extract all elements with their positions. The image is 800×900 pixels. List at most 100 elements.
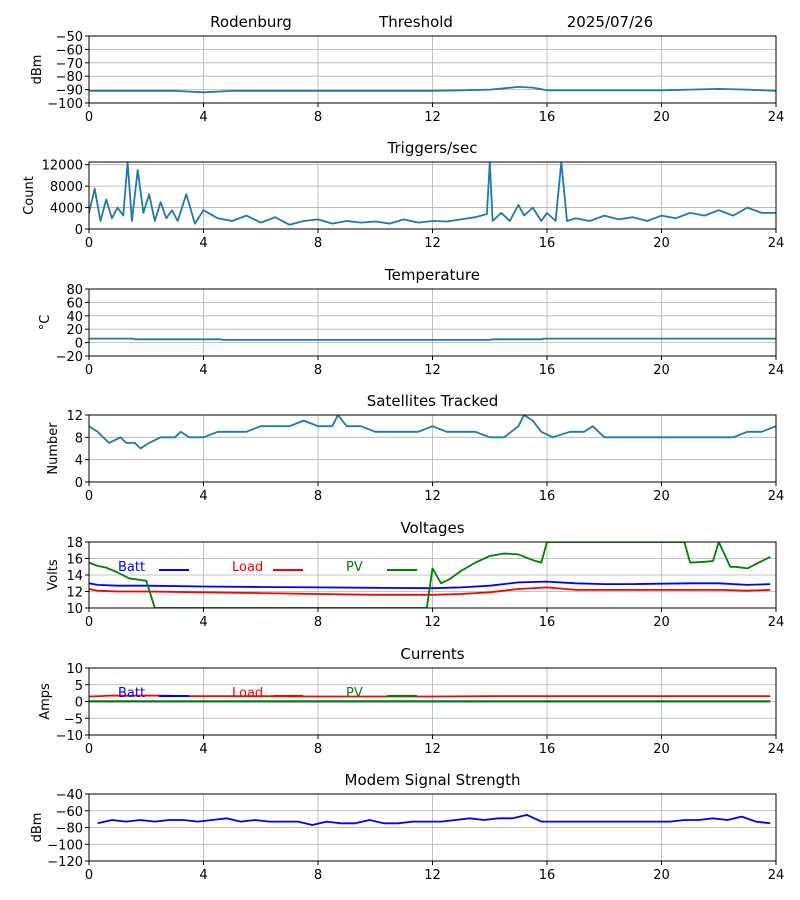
series-line-4-2 xyxy=(89,542,771,608)
x-tick-label-1-4: 16 xyxy=(539,236,556,251)
x-tick-label-3-6: 24 xyxy=(768,489,785,504)
y-tick-label-0-5: −50 xyxy=(56,30,83,45)
x-tick-label-6-6: 24 xyxy=(768,868,785,883)
legend-label-5-0: Batt xyxy=(118,686,145,701)
chart-panel-1: 0 4 8 12 16 20 24 0 4000 8000 12000 Triggers/sec Cou… xyxy=(22,139,784,251)
panel-title-3: Satellites Tracked xyxy=(367,392,498,410)
panel-title-6: Modem Signal Strength xyxy=(345,771,521,789)
panel-title-2: Temperature xyxy=(384,266,480,284)
y-tick-label-3-3: 12 xyxy=(66,409,83,424)
x-tick-label-6-3: 12 xyxy=(424,868,441,883)
y-axis-label-3: Number xyxy=(46,422,61,475)
chart-panel-3: 0 4 8 12 16 20 24 0 4 8 12 Satellites Tracked Number xyxy=(46,392,784,504)
y-axis-label-4: Volts xyxy=(46,559,61,591)
y-tick-label-0-1: −90 xyxy=(56,84,83,99)
series-line-6-0 xyxy=(97,814,771,826)
y-tick-label-5-2: 0 xyxy=(75,696,83,711)
series-line-3-0 xyxy=(89,415,776,450)
x-tick-label-0-5: 20 xyxy=(653,110,670,125)
y-tick-label-6-2: −80 xyxy=(56,822,83,837)
y-tick-label-1-1: 4000 xyxy=(50,202,83,217)
series-line-4-1 xyxy=(89,586,771,596)
x-tick-label-2-5: 20 xyxy=(653,363,670,378)
y-tick-label-4-2: 14 xyxy=(66,569,83,584)
legend-label-4-0: Batt xyxy=(118,560,145,575)
x-tick-label-4-4: 16 xyxy=(539,615,556,630)
y-axis-label-0: dBm xyxy=(30,55,45,85)
x-tick-label-3-4: 16 xyxy=(539,489,556,504)
y-tick-label-4-3: 16 xyxy=(66,553,83,568)
y-axis-label-1: Count xyxy=(22,176,37,215)
x-tick-label-5-6: 24 xyxy=(768,742,785,757)
x-tick-label-3-0: 0 xyxy=(85,489,93,504)
chart-panel-0: 0 4 8 12 16 20 24 −100−90−80−70−60−50 dBm xyxy=(30,30,784,125)
series-line-4-0 xyxy=(89,580,771,590)
x-tick-label-6-1: 4 xyxy=(199,868,207,883)
x-tick-label-6-0: 0 xyxy=(85,868,93,883)
y-tick-label-6-0: −120 xyxy=(47,855,83,870)
series-line-0-0 xyxy=(89,86,776,94)
y-tick-label-5-4: 10 xyxy=(66,662,83,677)
panel-title-1: Triggers/sec xyxy=(387,139,478,157)
chart-panel-6: 0 4 8 12 16 20 24 −120 −100−80 −60 −40 Modem Signal… xyxy=(30,771,784,883)
legend-label-4-2: PV xyxy=(346,560,363,575)
x-tick-label-6-4: 16 xyxy=(539,868,556,883)
x-tick-label-5-4: 16 xyxy=(539,742,556,757)
x-tick-label-1-5: 20 xyxy=(653,236,670,251)
y-tick-label-4-1: 12 xyxy=(66,586,83,601)
y-tick-label-0-2: −80 xyxy=(56,70,83,85)
x-tick-label-4-1: 4 xyxy=(199,615,207,630)
header-mode: Threshold xyxy=(378,13,453,31)
y-tick-label-3-1: 4 xyxy=(75,454,83,469)
x-tick-label-0-3: 12 xyxy=(424,110,441,125)
y-axis-label-2: °C xyxy=(38,315,53,331)
x-tick-label-0-0: 0 xyxy=(85,110,93,125)
x-tick-label-5-3: 12 xyxy=(424,742,441,757)
x-tick-label-0-1: 4 xyxy=(199,110,207,125)
x-tick-label-1-1: 4 xyxy=(199,236,207,251)
x-tick-label-2-3: 12 xyxy=(424,363,441,378)
x-tick-label-3-3: 12 xyxy=(424,489,441,504)
x-tick-label-1-0: 0 xyxy=(85,236,93,251)
y-tick-label-4-4: 18 xyxy=(66,536,83,551)
x-tick-label-6-2: 8 xyxy=(314,868,322,883)
y-tick-label-4-0: 10 xyxy=(66,602,83,617)
x-tick-label-1-2: 8 xyxy=(314,236,322,251)
x-tick-label-5-1: 4 xyxy=(199,742,207,757)
x-tick-label-1-3: 12 xyxy=(424,236,441,251)
x-tick-label-5-5: 20 xyxy=(653,742,670,757)
x-tick-label-0-4: 16 xyxy=(539,110,556,125)
x-tick-label-2-0: 0 xyxy=(85,363,93,378)
x-tick-label-2-1: 4 xyxy=(199,363,207,378)
header-station: Rodenburg xyxy=(210,13,292,31)
series-line-5-1 xyxy=(89,694,771,698)
x-tick-label-0-2: 8 xyxy=(314,110,322,125)
y-tick-label-2-3: 40 xyxy=(66,310,83,325)
y-tick-label-2-4: 60 xyxy=(66,296,83,311)
y-tick-label-0-0: −100 xyxy=(47,97,83,112)
y-tick-label-6-3: −60 xyxy=(56,805,83,820)
x-tick-label-5-0: 0 xyxy=(85,742,93,757)
y-tick-label-5-3: 5 xyxy=(75,679,83,694)
legend-label-5-1: Load xyxy=(232,686,263,701)
panel-title-5: Currents xyxy=(400,645,464,663)
x-tick-label-2-6: 24 xyxy=(768,363,785,378)
series-line-2-0 xyxy=(89,337,776,341)
y-tick-label-1-2: 8000 xyxy=(50,180,83,195)
y-tick-label-2-2: 20 xyxy=(66,323,83,338)
y-tick-label-3-0: 0 xyxy=(75,476,83,491)
chart-panel-5: 0 4 8 12 16 20 24 −10 −50 5 10 Currents Amps Batt Load… xyxy=(38,645,784,757)
y-axis-label-6: dBm xyxy=(30,813,45,843)
y-tick-label-0-3: −70 xyxy=(56,57,83,72)
y-tick-label-2-5: 80 xyxy=(66,283,83,298)
y-tick-label-6-1: −100 xyxy=(47,838,83,853)
x-tick-label-4-0: 0 xyxy=(85,615,93,630)
y-tick-label-2-0: −20 xyxy=(56,350,83,365)
x-tick-label-2-4: 16 xyxy=(539,363,556,378)
x-tick-label-3-5: 20 xyxy=(653,489,670,504)
series-line-1-0 xyxy=(89,162,776,226)
